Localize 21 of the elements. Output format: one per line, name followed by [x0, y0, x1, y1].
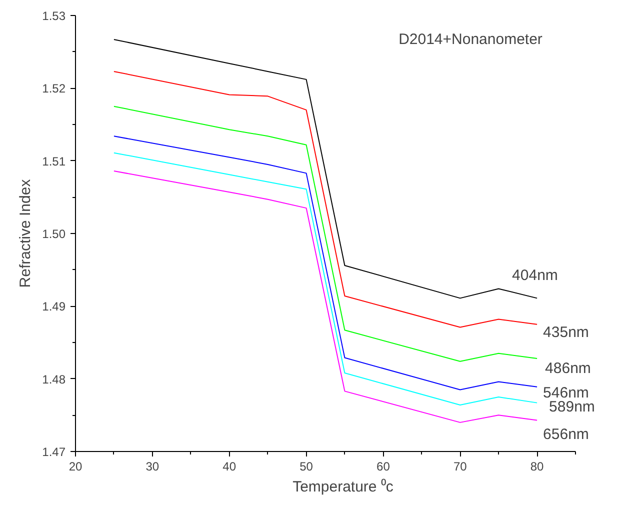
y-tick-label: 1.51 [42, 154, 66, 168]
y-tick-label: 1.48 [42, 372, 66, 386]
text: D2014+Nonanometer [398, 31, 542, 48]
y-axis-title: Refractive Index [17, 178, 34, 288]
x-axis-title: Temperature ⁰c [292, 478, 394, 496]
y-tick-label: 1.47 [42, 445, 66, 459]
x-tick-label: 50 [300, 460, 314, 474]
y-tick-label: 1.52 [42, 82, 66, 96]
y-tick-label: 1.53 [42, 9, 66, 23]
x-tick-label: 60 [376, 460, 390, 474]
x-tick-label: 80 [530, 460, 544, 474]
series-label: 486nm [545, 360, 591, 377]
series-label: 435nm [543, 324, 589, 341]
y-tick-label: 1.50 [42, 227, 66, 241]
series-label: 404nm [512, 267, 558, 284]
y-tick-label: 1.49 [42, 300, 66, 314]
x-tick-label: 20 [68, 460, 82, 474]
x-tick-label: 40 [222, 460, 236, 474]
x-tick-label: 70 [453, 460, 468, 474]
series-label: 656nm [543, 426, 589, 443]
x-tick-label: 30 [146, 460, 160, 474]
